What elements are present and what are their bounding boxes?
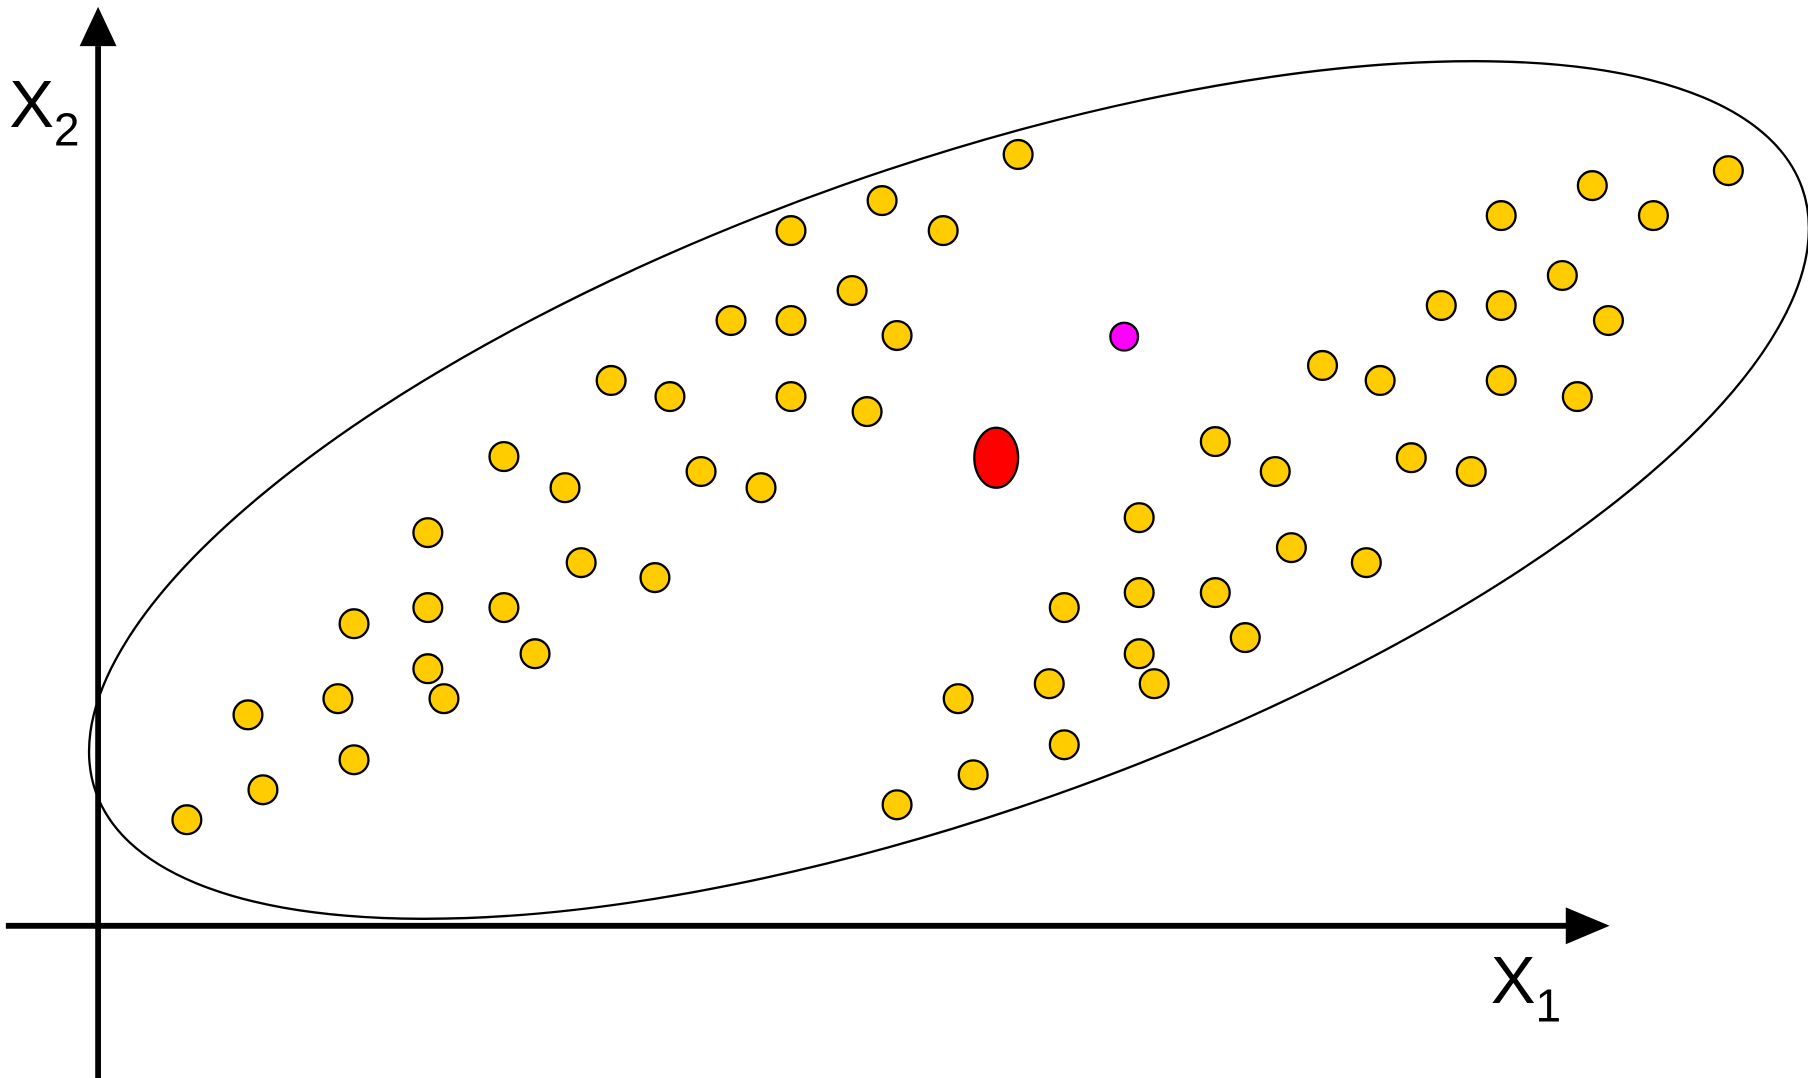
point xyxy=(1546,259,1578,292)
point xyxy=(1199,426,1231,458)
point xyxy=(1485,200,1517,232)
point xyxy=(1275,532,1307,564)
point xyxy=(1048,729,1080,761)
point xyxy=(1123,638,1155,670)
point xyxy=(1637,200,1669,232)
magenta-point xyxy=(1109,321,1140,352)
red-center xyxy=(973,426,1020,489)
point xyxy=(654,381,686,413)
point xyxy=(1364,364,1396,397)
point xyxy=(1425,289,1457,322)
y-label-subscript: 2 xyxy=(54,103,80,155)
point xyxy=(1712,155,1744,187)
point xyxy=(1002,138,1034,171)
y-axis-label: X2 xyxy=(9,67,79,155)
point xyxy=(775,215,807,247)
point xyxy=(1485,289,1517,322)
x-label-subscript: 1 xyxy=(1535,980,1561,1032)
point xyxy=(428,683,460,715)
point xyxy=(1033,668,1065,700)
point xyxy=(1592,304,1625,337)
point xyxy=(595,364,627,397)
point xyxy=(171,804,203,836)
point xyxy=(412,517,444,549)
point xyxy=(775,304,807,337)
point xyxy=(685,455,717,488)
point xyxy=(866,185,898,217)
point xyxy=(232,699,264,731)
point xyxy=(1138,668,1170,700)
point xyxy=(338,608,370,640)
x-axis-label: X1 xyxy=(1491,943,1561,1031)
point xyxy=(1199,577,1231,609)
point xyxy=(322,683,354,715)
point xyxy=(1306,349,1339,382)
point xyxy=(549,472,581,504)
point xyxy=(412,592,444,624)
point xyxy=(1485,364,1517,397)
point xyxy=(565,547,597,579)
point xyxy=(1576,170,1608,202)
point xyxy=(851,396,883,428)
point xyxy=(836,274,868,307)
point xyxy=(1455,455,1487,488)
x-label-letter: X xyxy=(1491,943,1536,1018)
point xyxy=(942,683,974,715)
point xyxy=(927,215,959,247)
point xyxy=(488,592,520,624)
point xyxy=(1048,592,1080,624)
point xyxy=(488,440,520,473)
point xyxy=(1123,577,1155,609)
point xyxy=(1123,502,1155,534)
point xyxy=(881,319,913,352)
y-arrow xyxy=(79,6,117,47)
y-label-letter: X xyxy=(9,67,54,142)
point xyxy=(715,304,747,337)
point xyxy=(247,774,279,806)
point xyxy=(1350,547,1382,579)
point xyxy=(1561,381,1593,413)
point xyxy=(338,744,370,776)
point xyxy=(775,381,807,413)
point xyxy=(1229,622,1261,654)
point xyxy=(957,759,989,791)
point xyxy=(1395,442,1427,474)
point xyxy=(412,653,444,685)
point xyxy=(519,638,551,670)
x-arrow xyxy=(1565,907,1610,945)
point xyxy=(745,472,777,504)
points xyxy=(171,138,1744,836)
point xyxy=(881,789,913,821)
point xyxy=(639,562,671,594)
point xyxy=(1259,455,1291,488)
